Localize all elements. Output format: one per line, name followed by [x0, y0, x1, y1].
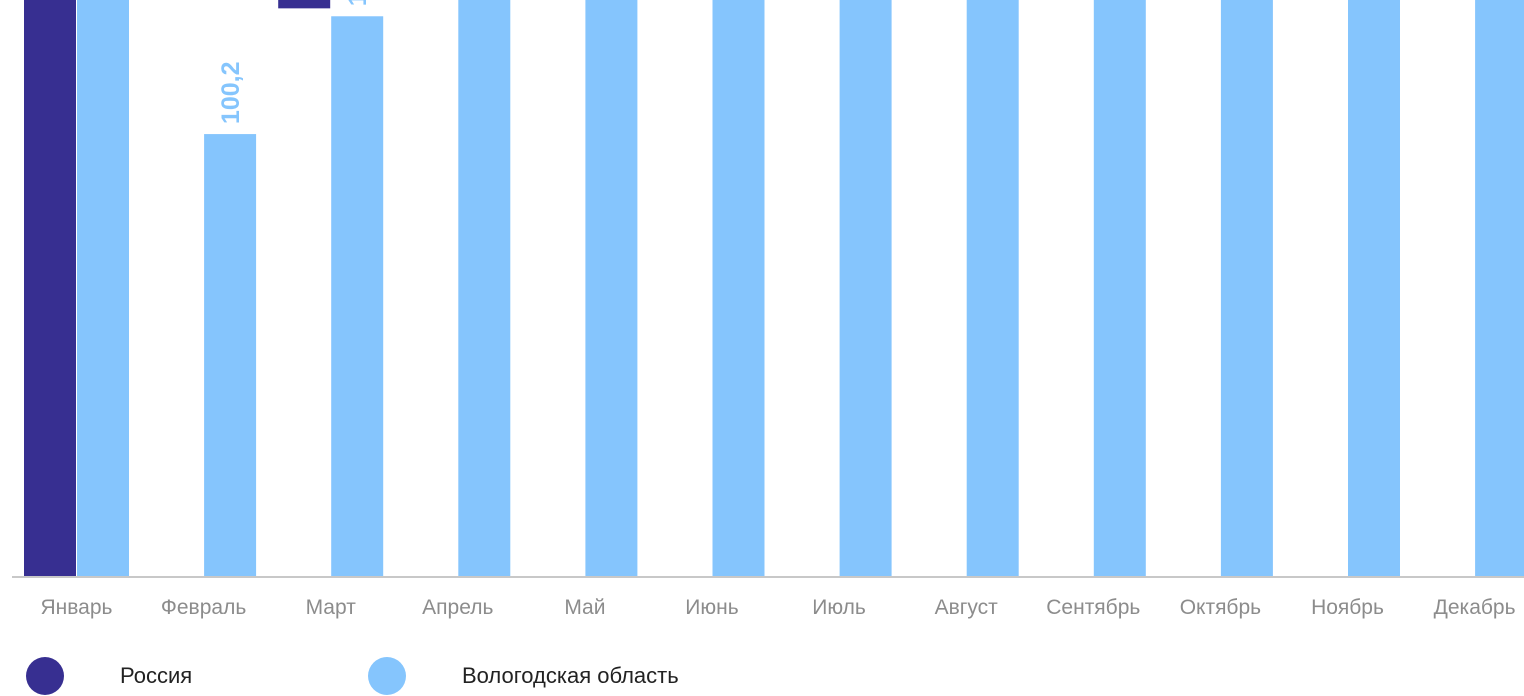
bar-vologda-mar	[331, 16, 384, 578]
bar-mask-mar	[277, 8, 332, 577]
bar-vologda-aug	[966, 0, 1019, 577]
bar-mask-apr	[404, 0, 459, 578]
bar-mask-aug	[912, 0, 967, 577]
x-tick-label-jul: Июль	[812, 596, 866, 619]
legend-label-vologda: Вологодская область	[462, 663, 679, 688]
x-tick-label-jun: Июнь	[685, 596, 738, 619]
x-tick-label-sep: Сентябрь	[1046, 596, 1140, 619]
bar-vologda-apr	[458, 0, 511, 577]
bar-mask-sep	[1039, 0, 1094, 577]
bar-vologda-sep	[1093, 0, 1146, 577]
data-label-vologda-feb: 100,2	[217, 62, 245, 125]
legend-item-vologda: Вологодская область	[368, 656, 679, 696]
bar-mask-jun	[658, 0, 713, 577]
bar-vologda-jun	[712, 0, 765, 577]
bar-vologda-oct	[1220, 0, 1273, 577]
data-label-vologda-mar: 105,2	[344, 0, 372, 6]
x-tick-label-oct: Октябрь	[1180, 596, 1261, 619]
bar-vologda-jan	[77, 0, 129, 577]
bar-vologda-jul	[839, 0, 892, 577]
x-tick-label-aug: Август	[935, 596, 999, 619]
x-tick-label-nov: Ноябрь	[1311, 596, 1384, 619]
x-tick-label-may: Май	[564, 596, 605, 619]
legend-marker-vologda	[368, 657, 406, 695]
bar-mask-oct	[1166, 0, 1221, 577]
legend-label-russia: Россия	[120, 663, 193, 688]
bar-mask-dec	[1421, 0, 1476, 578]
x-tick-labels-layer: Январь Февраль Март Апрель Май Июнь Июль Август…	[41, 596, 1516, 619]
bar-vologda-dec	[1475, 0, 1524, 578]
x-tick-label-mar: Март	[306, 596, 357, 619]
data-labels-layer: 112,4111,5113,2100,2106,3105,2114,0107,4…	[217, 0, 372, 125]
legend-marker-russia	[26, 657, 64, 695]
x-tick-label-feb: Февраль	[161, 596, 246, 619]
bar-mask-feb	[150, 0, 205, 578]
bars-layer	[24, 0, 1524, 578]
bar-mask-nov	[1294, 0, 1348, 577]
legend-item-russia: Россия	[26, 656, 192, 696]
bar-russia-jan	[24, 0, 76, 577]
x-tick-label-dec: Декабрь	[1434, 596, 1516, 619]
bar-vologda-nov	[1348, 0, 1400, 577]
bar-mask-may	[531, 0, 586, 577]
x-tick-label-jan: Январь	[41, 596, 113, 619]
x-tick-label-apr: Апрель	[422, 596, 493, 619]
bar-vologda-feb	[204, 134, 257, 577]
bar-mask-jul	[785, 0, 840, 578]
bar-vologda-may	[585, 0, 638, 577]
